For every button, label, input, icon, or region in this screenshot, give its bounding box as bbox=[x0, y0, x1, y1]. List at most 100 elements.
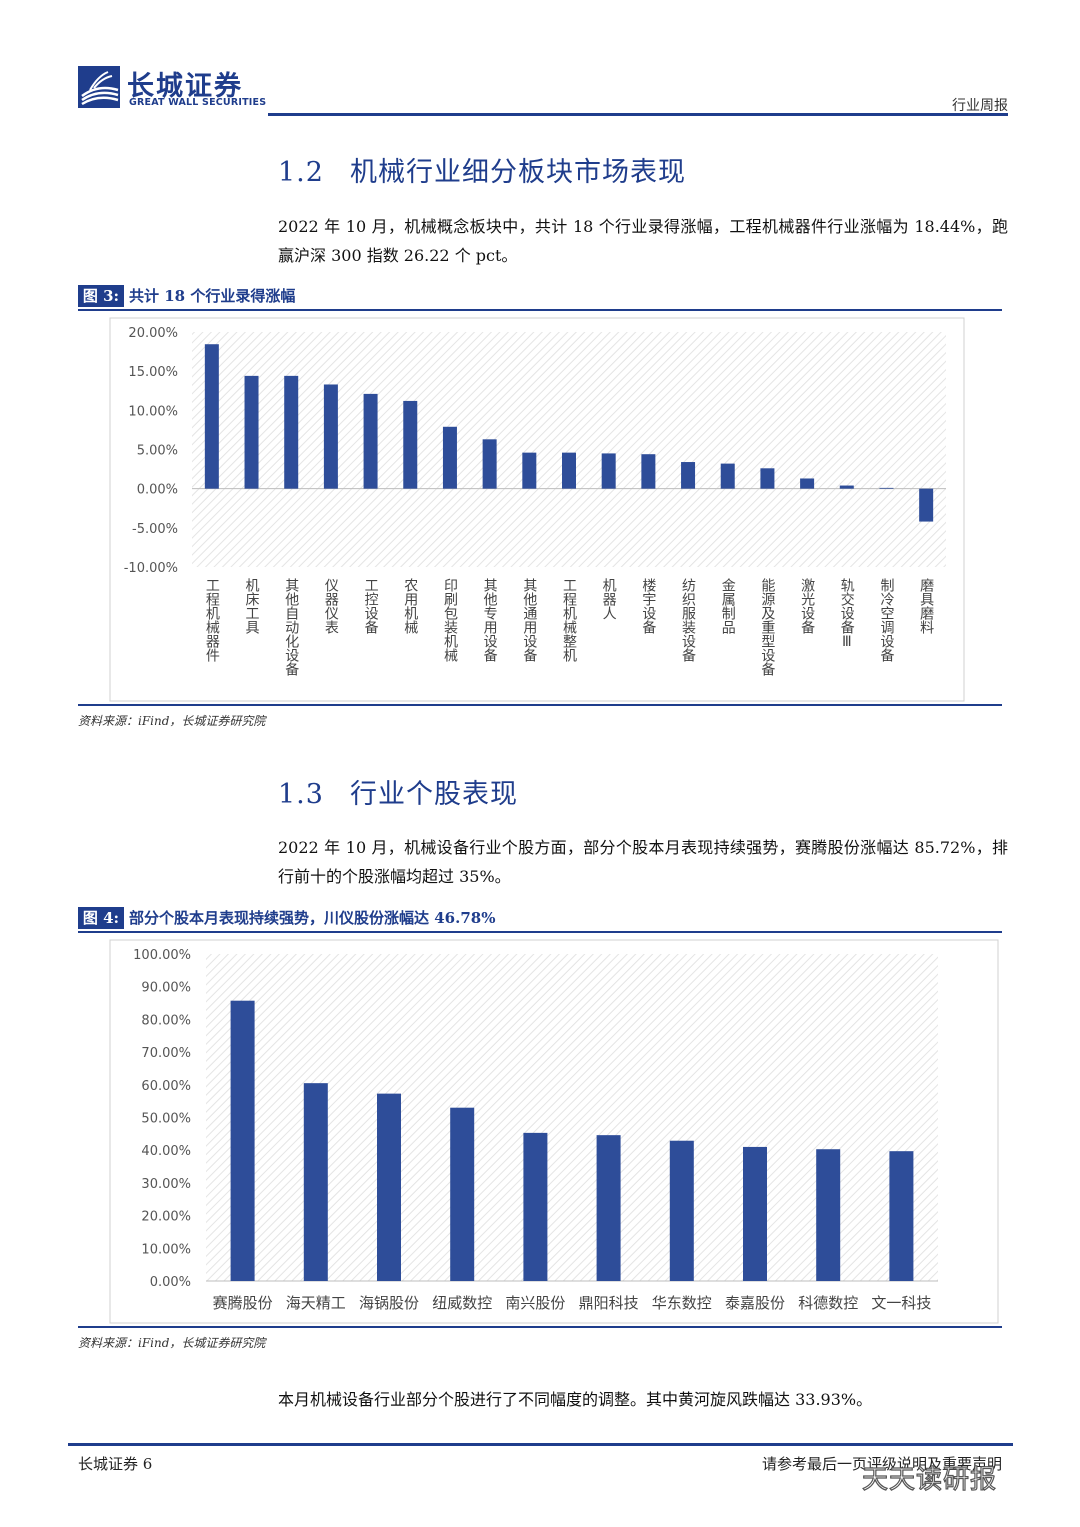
bar-chart-stocks: 100.00% 90.00% 80.00% 70.00% 60.00% 50.00% 40.… bbox=[109, 939, 999, 1324]
x-tick-label: 赛腾股份 bbox=[213, 1294, 273, 1312]
bar bbox=[743, 1146, 767, 1281]
x-tick-label: 工程机械整机 bbox=[561, 578, 577, 663]
bar bbox=[681, 462, 696, 489]
bar bbox=[244, 375, 259, 489]
figure-title: 部分个股本月表现持续强势，川仪股份涨幅达 46.78% bbox=[129, 909, 496, 927]
section-number: 1.2 bbox=[278, 157, 324, 188]
plot-frame bbox=[109, 317, 965, 702]
company-name-en: GREAT WALL SECURITIES bbox=[129, 97, 267, 108]
company-name-cn: 长城证券 bbox=[127, 71, 243, 102]
y-tick-label: -10.00% bbox=[124, 561, 178, 576]
x-tick-label: 其他通用设备 bbox=[521, 578, 537, 662]
x-tick-label: 其他专用设备 bbox=[482, 578, 498, 662]
figure-title: 共计 18 个行业录得涨幅 bbox=[129, 287, 296, 305]
x-tick-label: 鼎阳科技 bbox=[579, 1294, 639, 1312]
footer-page-label: 长城证券 6 bbox=[78, 1455, 153, 1473]
x-tick-label: 泰嘉股份 bbox=[725, 1294, 785, 1312]
bar bbox=[800, 478, 815, 489]
x-tick-label: 楼宇设备 bbox=[640, 578, 656, 634]
x-tick-label: 印刷包装机械 bbox=[442, 578, 458, 662]
figure-caption: 图 4: 部分个股本月表现持续强势，川仪股份涨幅达 46.78% bbox=[78, 907, 1002, 933]
x-tick-label: 纽威数控 bbox=[432, 1294, 492, 1312]
x-tick-label: 其他自动化设备 bbox=[283, 578, 299, 676]
x-tick-label: 科德数控 bbox=[798, 1294, 858, 1312]
bar bbox=[522, 452, 537, 489]
bar bbox=[377, 1093, 401, 1281]
x-tick-label: 机床工具 bbox=[244, 578, 260, 634]
report-type: 行业周报 bbox=[952, 98, 1008, 114]
y-tick-label: 10.00% bbox=[141, 1242, 191, 1257]
y-tick-label: 0.00% bbox=[137, 483, 178, 498]
chart-2-container: 100.00% 90.00% 80.00% 70.00% 60.00% 50.00% 40.… bbox=[78, 934, 1002, 1328]
x-tick-label: 磨具磨料 bbox=[918, 578, 934, 634]
y-tick-label: 15.00% bbox=[128, 365, 178, 380]
section-paragraph: 2022 年 10 月，机械概念板块中，共计 18 个行业录得涨幅，工程机械器件… bbox=[278, 217, 1008, 265]
bar bbox=[879, 487, 894, 489]
chart-1-container: 20.00% 15.00% 10.00% 5.00% 0.00% -5.00% -10.00… bbox=[78, 312, 1002, 706]
figure-label: 图 3: bbox=[78, 285, 124, 307]
x-tick-label: 南兴股份 bbox=[505, 1294, 565, 1312]
y-tick-label: 5.00% bbox=[137, 444, 178, 459]
bar bbox=[919, 488, 934, 522]
x-tick-label: 农用机械 bbox=[402, 578, 418, 634]
plot-frame bbox=[109, 939, 999, 1324]
y-tick-label: -5.00% bbox=[132, 522, 178, 537]
bar bbox=[403, 400, 418, 489]
bar bbox=[482, 439, 497, 489]
bar bbox=[450, 1107, 475, 1281]
x-tick-label: 海天精工 bbox=[286, 1294, 346, 1312]
y-tick-label: 50.00% bbox=[141, 1112, 191, 1127]
x-tick-label: 工控设备 bbox=[363, 578, 379, 634]
section-title: 行业个股表现 bbox=[349, 779, 518, 810]
figure-caption: 图 3: 共计 18 个行业录得涨幅 bbox=[78, 285, 1002, 311]
x-tick-label: 能源及重型设备 bbox=[759, 578, 775, 676]
x-tick-label: 工程机械器件 bbox=[204, 578, 220, 662]
footer-disclaimer: 请参考最后一页评级说明及重要声明 bbox=[761, 1455, 1002, 1473]
y-tick-label: 40.00% bbox=[141, 1144, 191, 1159]
figure-label: 图 4: bbox=[78, 907, 124, 929]
header-rule bbox=[268, 113, 1008, 116]
section-heading-1-3: 1.3 行业个股表现 bbox=[278, 772, 518, 811]
x-tick-label: 仪器仪表 bbox=[323, 578, 339, 634]
y-tick-label: 20.00% bbox=[128, 326, 178, 341]
figure-source: 资料来源：iFind，长城证券研究院 bbox=[78, 714, 266, 728]
y-tick-label: 10.00% bbox=[128, 404, 178, 419]
bar bbox=[760, 468, 775, 489]
bar bbox=[363, 393, 378, 489]
bar bbox=[523, 1132, 548, 1281]
section-paragraph: 2022 年 10 月，机械设备行业个股方面，部分个股本月表现持续强势，赛腾股份… bbox=[278, 838, 1008, 886]
x-tick-label: 制冷空调设备 bbox=[878, 578, 894, 662]
x-tick-label: 激光设备 bbox=[799, 577, 815, 634]
figure-source: 资料来源：iFind，长城证券研究院 bbox=[78, 1336, 266, 1350]
bar bbox=[816, 1149, 841, 1281]
section-title: 机械行业细分板块市场表现 bbox=[349, 157, 686, 188]
y-tick-label: 60.00% bbox=[141, 1079, 191, 1094]
x-tick-label: 华东数控 bbox=[652, 1294, 712, 1312]
x-tick-label: 金属制品 bbox=[720, 578, 736, 634]
x-tick-label: 纺织服装设备 bbox=[680, 578, 696, 662]
y-tick-label: 0.00% bbox=[150, 1275, 191, 1290]
plot-background bbox=[192, 332, 946, 567]
footer-rule bbox=[68, 1443, 1013, 1446]
y-tick-label: 80.00% bbox=[141, 1013, 191, 1028]
watermark: 天天读研报 bbox=[861, 1464, 998, 1495]
y-tick-label: 20.00% bbox=[141, 1210, 191, 1225]
x-tick-label: 机器人 bbox=[601, 578, 617, 620]
bar bbox=[323, 384, 338, 489]
bar bbox=[442, 426, 457, 489]
section-heading-1-2: 1.2 机械行业细分板块市场表现 bbox=[278, 150, 686, 189]
bar bbox=[720, 463, 735, 489]
bar bbox=[601, 453, 616, 489]
y-tick-label: 30.00% bbox=[141, 1177, 191, 1192]
bar bbox=[204, 344, 219, 489]
bar bbox=[303, 1083, 328, 1281]
bar-chart-industries: 20.00% 15.00% 10.00% 5.00% 0.00% -5.00% -10.00… bbox=[109, 317, 965, 702]
y-tick-label: 70.00% bbox=[141, 1046, 191, 1061]
bar bbox=[669, 1140, 694, 1281]
x-tick-label: 文一科技 bbox=[871, 1294, 931, 1312]
bar bbox=[230, 1000, 255, 1281]
plot-background bbox=[206, 954, 938, 1281]
bar bbox=[284, 375, 299, 489]
y-tick-label: 90.00% bbox=[141, 981, 191, 996]
section-number: 1.3 bbox=[278, 779, 324, 810]
